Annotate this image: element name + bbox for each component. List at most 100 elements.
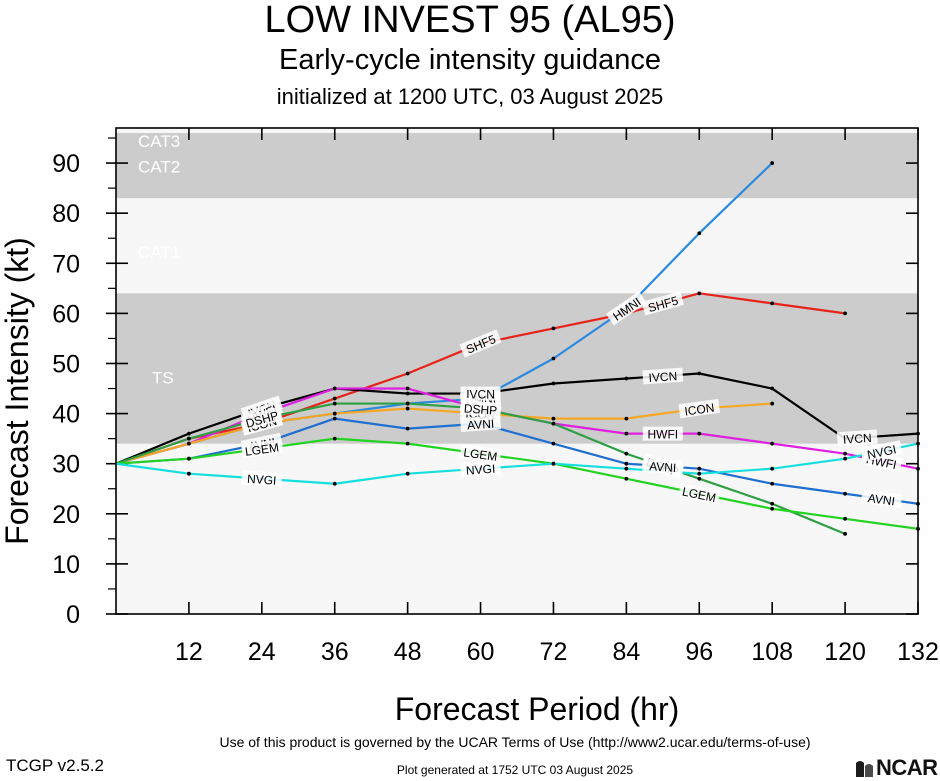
x-tick-label: 108	[751, 638, 793, 666]
data-point-lgem	[405, 441, 410, 446]
data-point-nvgi	[551, 461, 556, 466]
initialization-line: initialized at 1200 UTC, 03 August 2025	[276, 84, 664, 109]
series-label-text: AVNI	[467, 417, 495, 433]
data-point-icon	[770, 401, 775, 406]
x-tick-label: 72	[540, 638, 568, 666]
series-label-text: AVNI	[649, 459, 677, 475]
series-label-text: LGEM	[244, 440, 280, 459]
data-point-icon	[405, 406, 410, 411]
band-ts	[116, 293, 918, 444]
generated-timestamp: Plot generated at 1752 UTC 03 August 202…	[396, 763, 634, 777]
series-label-nvgi: NVGI	[241, 470, 283, 488]
data-point-hwfi	[624, 431, 629, 436]
series-label-avni: AVNI	[860, 489, 903, 509]
series-label-text: IVCN	[648, 369, 678, 385]
data-point-ivcn	[187, 431, 191, 436]
x-tick-label: 120	[824, 638, 866, 666]
x-tick-label: 60	[467, 638, 495, 666]
x-tick-label: 36	[321, 638, 349, 666]
series-label-bg	[460, 460, 501, 478]
data-point-ivcn	[624, 376, 629, 381]
data-point-hwfi	[843, 451, 847, 456]
data-point-ivcn	[405, 391, 410, 396]
series-label-text: NVGI	[247, 472, 277, 488]
data-point-hwfi	[405, 386, 410, 391]
data-point-nvgi	[405, 471, 410, 476]
data-point-hmni	[551, 356, 556, 361]
data-point-avni	[770, 481, 775, 486]
series-label-bg	[641, 291, 684, 316]
data-point-ivcn	[770, 386, 775, 391]
y-tick-label: 10	[52, 551, 80, 579]
chart-subtitle: Early-cycle intensity guidance	[278, 44, 661, 76]
data-point-lgem	[332, 436, 337, 441]
x-tick-label: 48	[394, 638, 422, 666]
data-point-dshp	[843, 531, 847, 536]
y-tick-label: 70	[52, 250, 80, 278]
x-tick-label: 24	[248, 638, 276, 666]
data-point-avni	[624, 461, 629, 466]
axis-tick-labels: 12 24 36 48 60 72 84 96 108 120 132 0 10 20 30 40 50 60 70…	[52, 150, 939, 666]
x-tick-label: 132	[897, 638, 939, 666]
terms-of-use-notice: Use of this product is governed by the U…	[219, 734, 811, 750]
series-label-text: LGEM	[681, 484, 717, 505]
series-label-text: ICON	[684, 401, 716, 419]
series-label-bg	[460, 386, 501, 401]
series-label-ivcn: IVCN	[836, 429, 878, 447]
series-label-text: AVNI	[867, 491, 896, 509]
y-axis-label: Forecast Intensity (kt)	[0, 237, 35, 545]
band-label-ts: TS	[152, 369, 174, 388]
band-label-cat1: CAT1	[138, 243, 180, 262]
y-tick-label: 90	[52, 150, 80, 178]
y-tick-label: 40	[52, 401, 80, 429]
intensity-bands: TS CAT1 CAT2 CAT3	[116, 128, 918, 614]
data-point-lgem	[843, 516, 847, 521]
series-label-bg	[642, 426, 683, 441]
data-point-avni	[697, 466, 702, 471]
data-point-avni	[405, 426, 410, 431]
data-point-avni	[332, 416, 337, 421]
chart-title: LOW INVEST 95 (AL95)	[264, 0, 676, 41]
x-tick-label: 12	[175, 638, 203, 666]
series-label-icon: ICON	[678, 398, 721, 419]
data-point-nvgi	[770, 466, 775, 471]
series-label-bg	[240, 406, 283, 431]
data-point-icon	[551, 416, 556, 421]
data-point-icon	[187, 441, 191, 446]
data-point-shf5	[405, 371, 410, 376]
data-point-icon	[624, 416, 629, 421]
data-point-avni	[551, 441, 556, 446]
data-point-hmni	[770, 161, 775, 165]
ncar-logo-text: NCAR	[876, 755, 938, 780]
y-tick-label: 0	[66, 601, 80, 629]
data-point-dshp	[332, 401, 337, 406]
y-tick-label: 50	[52, 350, 80, 378]
series-label-bg	[241, 439, 283, 459]
version-label: TCGP v2.5.2	[6, 756, 104, 775]
series-label-ivcn: IVCN	[642, 367, 684, 385]
data-point-hwfi	[770, 441, 775, 446]
series-label-lgem: LGEM	[459, 444, 502, 464]
data-point-nvgi	[843, 456, 847, 461]
data-point-avni	[843, 491, 847, 496]
series-label-dshp: DSHP	[460, 400, 501, 418]
band-cat2	[116, 133, 918, 199]
data-point-shf5	[332, 396, 337, 401]
series-label-bg	[642, 367, 684, 385]
series-label-bg	[459, 329, 502, 358]
ncar-logo-icon	[856, 761, 873, 777]
model-labels: SHF5SHF5HMNIHMNIHMNIIVCNIVCNIVCNIVCNHWFI…	[240, 291, 903, 509]
series-label-bg	[459, 444, 502, 464]
data-point-icon	[332, 411, 337, 416]
series-label-bg	[642, 457, 684, 475]
data-point-hwfi	[332, 386, 337, 391]
series-label-text: NVGI	[866, 442, 898, 462]
data-point-dshp	[770, 501, 775, 506]
data-point-dshp	[697, 476, 702, 481]
data-point-shf5	[770, 301, 775, 306]
data-point-nvgi	[624, 466, 629, 471]
series-label-text: NVGI	[465, 462, 495, 478]
series-label-hwfi: HWFI	[642, 426, 683, 442]
data-point-lgem	[187, 456, 191, 461]
data-point-dshp	[187, 436, 191, 441]
